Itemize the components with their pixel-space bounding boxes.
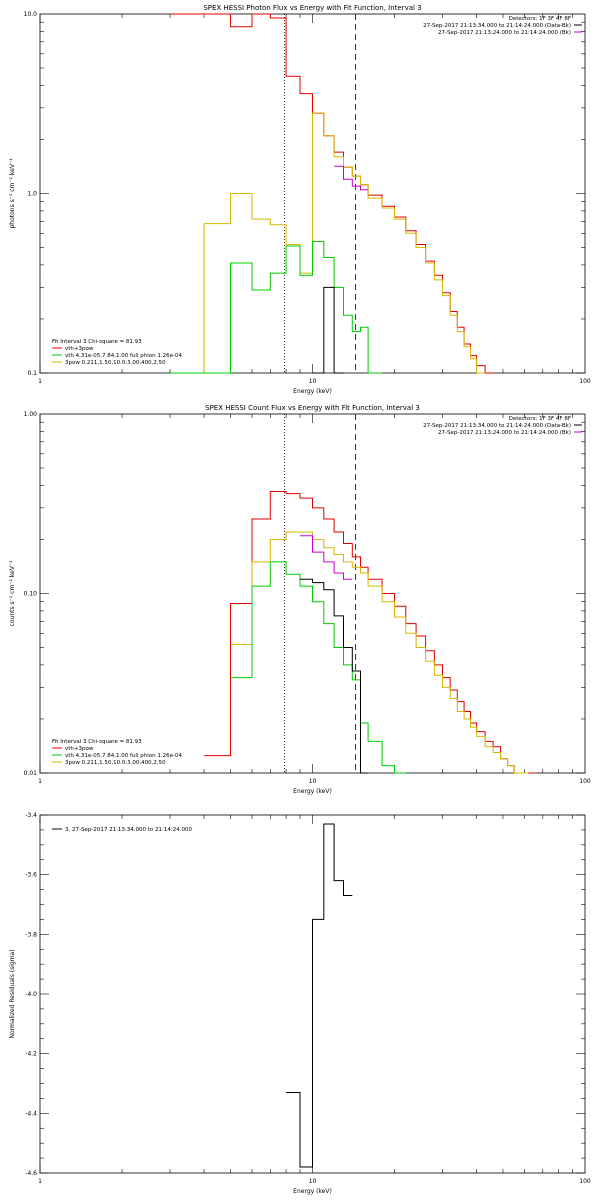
chart-title: SPEX HESSI Photon Flux vs Energy with Fi… xyxy=(203,4,421,12)
y-tick-label: 0.10 xyxy=(24,591,38,598)
y-tick-label: -4.6 xyxy=(25,1170,37,1177)
legend-label: 3, 27-Sep-2017 21:13:34.000 to 21:14:24.… xyxy=(65,827,192,833)
chart-title: SPEX HESSI Count Flux vs Energy with Fit… xyxy=(205,404,420,412)
x-tick-label: 10 xyxy=(309,1178,317,1185)
fit-label: Fit Interval 3 Chi-square = 81.93 xyxy=(52,339,142,345)
fit-label: Fit Interval 3 Chi-square = 81.93 xyxy=(52,739,142,745)
header-text: 27-Sep-2017 21:13:34.000 to 21:14:24.000… xyxy=(423,23,571,29)
y-axis-label: counts s⁻¹ cm⁻² keV⁻¹ xyxy=(9,560,16,626)
y-tick-label: -3.8 xyxy=(25,931,37,938)
x-tick-label: 100 xyxy=(579,378,591,385)
y-tick-label: 1.00 xyxy=(24,411,38,418)
y-tick-label: 0.01 xyxy=(24,770,38,777)
series-line xyxy=(334,165,369,191)
y-tick-label: 0.1 xyxy=(27,370,37,377)
header-text: 27-Sep-2017 21:13:34.000 to 21:14:24.000… xyxy=(423,423,571,429)
x-axis-label: Energy (keV) xyxy=(293,388,332,395)
legend-label: 3pow 0.211,1.50,10.0,3.00,400,2.50 xyxy=(65,360,166,366)
x-axis-label: Energy (keV) xyxy=(293,788,332,795)
series-line xyxy=(170,241,383,374)
series-line xyxy=(170,112,486,374)
x-tick-label: 100 xyxy=(579,1178,591,1185)
header-text: 27-Sep-2017 21:13:24.000 to 21:14:24.000… xyxy=(438,30,571,36)
y-axis-label: Normalized Residuals (sigma) xyxy=(9,949,16,1038)
legend-label: vth+3pow xyxy=(65,346,94,352)
y-tick-label: -4.4 xyxy=(25,1110,37,1117)
x-tick-label: 1 xyxy=(38,778,42,785)
x-tick-label: 100 xyxy=(579,778,591,785)
header-text: 27-Sep-2017 21:13:24.000 to 21:14:24.000… xyxy=(438,430,571,436)
x-tick-label: 1 xyxy=(38,378,42,385)
x-axis-label: Energy (keV) xyxy=(293,1188,332,1195)
header-text: Detectors: 1F 3F 4F 8F xyxy=(509,16,571,22)
series-line xyxy=(230,561,406,774)
series-line xyxy=(286,823,353,1168)
series-line xyxy=(300,535,353,580)
series-line xyxy=(204,491,536,774)
legend-label: vth+3pow xyxy=(65,746,94,752)
y-tick-label: -4.0 xyxy=(25,991,37,998)
y-tick-label: -3.4 xyxy=(25,812,37,819)
y-tick-label: -4.2 xyxy=(25,1051,37,1058)
legend-label: vth 4.31e-05,7.84,1.00 full phlon 1.26e-… xyxy=(65,353,182,359)
series-line xyxy=(300,578,369,774)
y-axis-label: photons s⁻¹ cm⁻² keV⁻¹ xyxy=(9,158,16,229)
legend-label: 3pow 0.211,1.50,10.0,3.00,400,2.50 xyxy=(65,760,166,766)
series-line xyxy=(230,531,529,774)
y-tick-label: -3.6 xyxy=(25,872,37,879)
y-tick-label: 1.0 xyxy=(27,191,37,198)
legend-label: vth 4.31e-05,7.84,1.00 full phlon 1.26e-… xyxy=(65,753,182,759)
x-tick-label: 10 xyxy=(309,378,317,385)
x-tick-label: 10 xyxy=(309,778,317,785)
series-line xyxy=(312,286,344,374)
y-tick-label: 10.0 xyxy=(24,11,38,18)
series-line xyxy=(170,13,494,374)
header-text: Detectors: 1F 3F 4F 8F xyxy=(509,416,571,422)
x-tick-label: 1 xyxy=(38,1178,42,1185)
